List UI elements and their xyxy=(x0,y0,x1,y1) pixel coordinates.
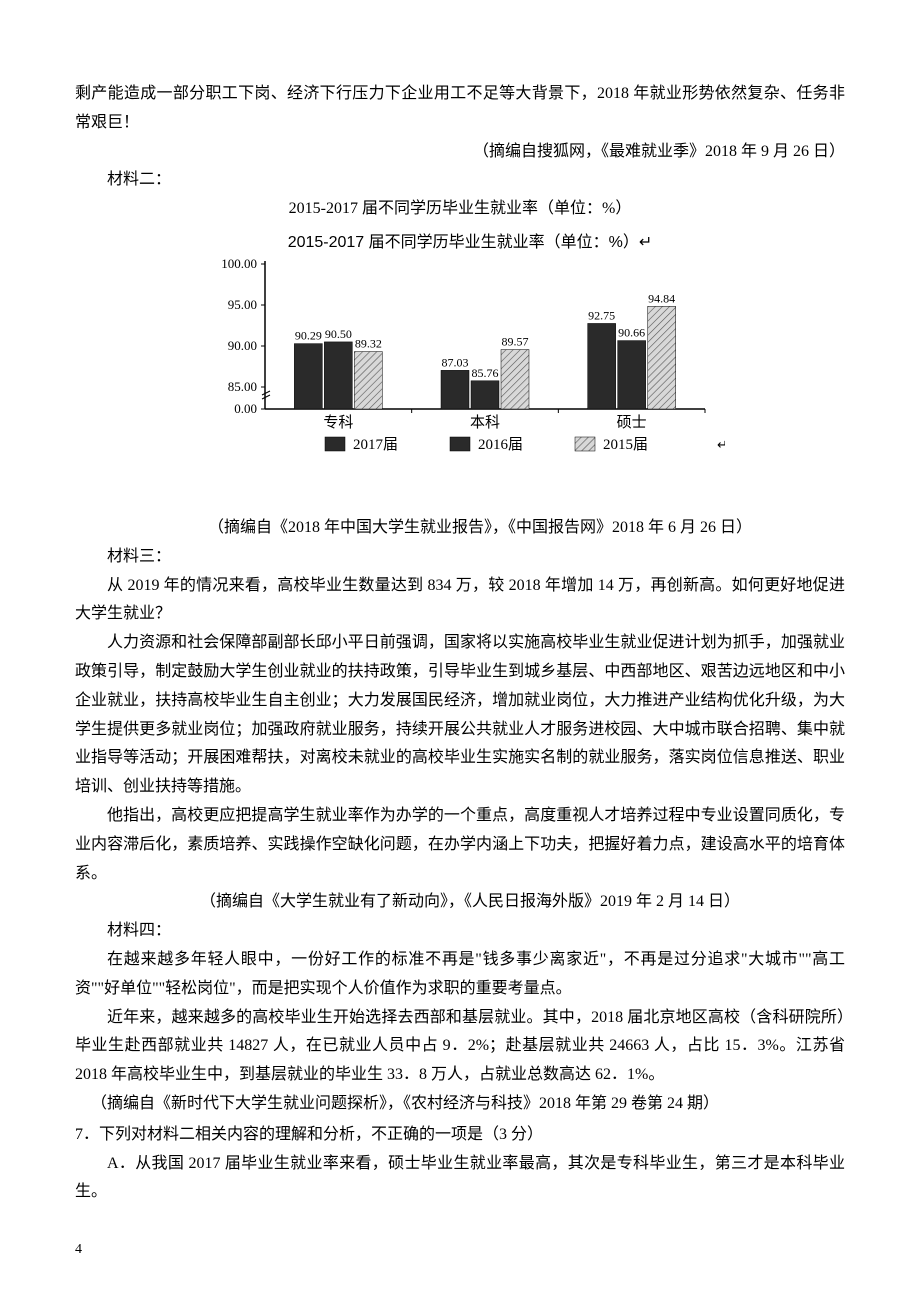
paragraph-continuation: 剩产能造成一部分职工下岗、经济下行压力下企业用工不足等大背景下，2018 年就业… xyxy=(75,80,845,138)
svg-text:87.03: 87.03 xyxy=(442,355,469,369)
svg-text:85.76: 85.76 xyxy=(472,366,499,380)
svg-text:90.00: 90.00 xyxy=(228,338,257,353)
m4-paragraph-1: 在越来越多年轻人眼中，一份好工作的标准不再是"钱多事少离家近"，不再是过分追求"… xyxy=(75,946,845,1004)
svg-text:92.75: 92.75 xyxy=(588,308,615,322)
option-a: A．从我国 2017 届毕业生就业率来看，硕士毕业生就业率最高，其次是专科毕业生… xyxy=(75,1150,845,1208)
m3-paragraph-3: 他指出，高校更应把提高学生就业率作为办学的一个重点，高度重视人才培养过程中专业设… xyxy=(75,802,845,888)
svg-text:85.00: 85.00 xyxy=(228,379,257,394)
svg-text:100.00: 100.00 xyxy=(221,256,257,271)
source-citation-3: （摘编自《大学生就业有了新动向》，《人民日报海外版》2019 年 2 月 14 … xyxy=(75,888,845,917)
m4-paragraph-2: 近年来，越来越多的高校毕业生开始选择去西部和基层就业。其中，2018 届北京地区… xyxy=(75,1004,845,1090)
material-3-label: 材料三： xyxy=(107,543,845,572)
chart-svg: 2015-2017 届不同学历毕业生就业率（单位：%）↵ 0.00 85.00 90.… xyxy=(195,229,725,489)
material-4-label: 材料四： xyxy=(107,917,845,946)
source-citation-2: （摘编自《2018 年中国大学生就业报告》，《中国报告网》2018 年 6 月 … xyxy=(75,514,845,543)
chart-title-text: 2015-2017 届不同学历毕业生就业率（单位：%） xyxy=(75,195,845,224)
svg-text:2015届: 2015届 xyxy=(603,436,648,453)
svg-text:90.29: 90.29 xyxy=(295,329,322,343)
question-7: 7．下列对材料二相关内容的理解和分析，不正确的一项是（3 分） xyxy=(75,1121,845,1150)
source-citation-4: （摘编自《新时代下大学生就业问题探析》，《农村经济与科技》2018 年第 29 … xyxy=(75,1090,845,1119)
svg-text:95.00: 95.00 xyxy=(228,297,257,312)
svg-text:2017届: 2017届 xyxy=(353,436,398,453)
svg-text:2016届: 2016届 xyxy=(478,436,523,453)
svg-text:↵: ↵ xyxy=(717,437,725,452)
page-number: 4 xyxy=(75,1237,82,1262)
svg-text:89.57: 89.57 xyxy=(502,335,529,349)
m3-paragraph-1: 从 2019 年的情况来看，高校毕业生数量达到 834 万，较 2018 年增加… xyxy=(75,572,845,630)
svg-text:2015-2017 届不同学历毕业生就业率（单位：%）↵: 2015-2017 届不同学历毕业生就业率（单位：%）↵ xyxy=(288,233,653,251)
svg-text:本科: 本科 xyxy=(470,414,500,431)
bar-chart: 2015-2017 届不同学历毕业生就业率（单位：%）↵ 0.00 85.00 90.… xyxy=(195,229,725,489)
material-2-label: 材料二： xyxy=(107,166,845,195)
svg-text:专科: 专科 xyxy=(323,414,353,431)
svg-text:硕士: 硕士 xyxy=(617,414,647,431)
svg-text:89.32: 89.32 xyxy=(355,337,382,351)
svg-text:94.84: 94.84 xyxy=(648,291,675,305)
svg-text:90.50: 90.50 xyxy=(325,327,352,341)
svg-text:0.00: 0.00 xyxy=(234,401,257,416)
m3-paragraph-2: 人力资源和社会保障部副部长邱小平日前强调，国家将以实施高校毕业生就业促进计划为抓… xyxy=(75,629,845,802)
source-citation-1: （摘编自搜狐网，《最难就业季》2018 年 9 月 26 日） xyxy=(75,138,845,167)
svg-text:90.66: 90.66 xyxy=(618,326,645,340)
